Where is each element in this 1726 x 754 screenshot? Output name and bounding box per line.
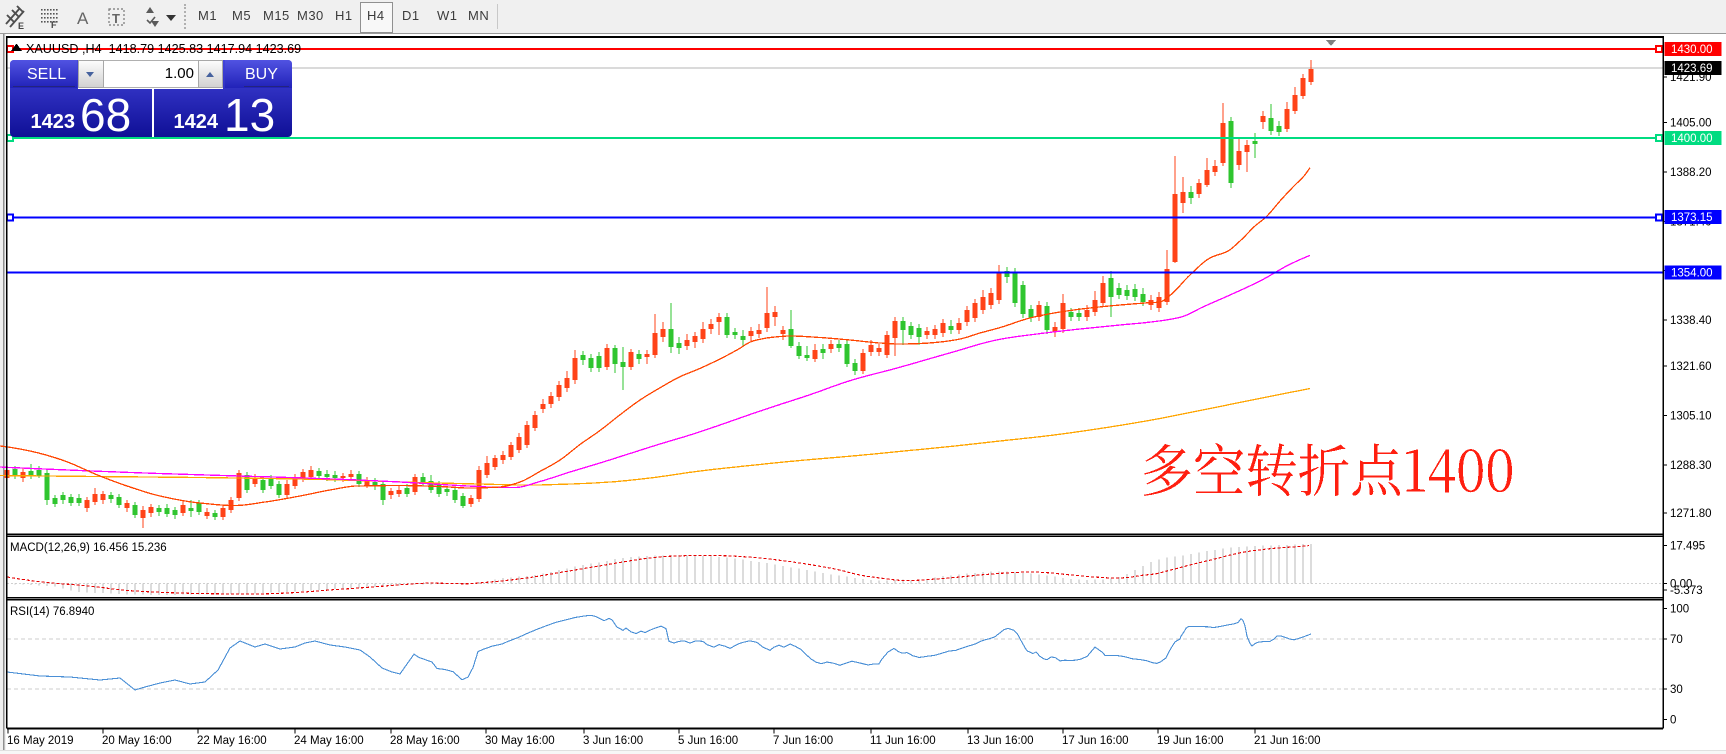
svg-text:1405.00: 1405.00 — [1670, 118, 1712, 130]
svg-text:3 Jun 16:00: 3 Jun 16:00 — [583, 735, 643, 747]
svg-text:17.495: 17.495 — [1670, 541, 1705, 553]
svg-text:24 May 16:00: 24 May 16:00 — [294, 735, 364, 747]
svg-text:1388.20: 1388.20 — [1670, 167, 1712, 179]
svg-text:19 Jun 16:00: 19 Jun 16:00 — [1157, 735, 1224, 747]
svg-text:1400.00: 1400.00 — [1671, 133, 1713, 145]
svg-text:A: A — [77, 9, 89, 28]
svg-text:28 May 16:00: 28 May 16:00 — [390, 735, 460, 747]
svg-text:0.00: 0.00 — [1670, 578, 1692, 590]
svg-text:RSI(14) 76.8940: RSI(14) 76.8940 — [10, 606, 94, 618]
svg-text:17 Jun 16:00: 17 Jun 16:00 — [1062, 735, 1129, 747]
svg-text:5 Jun 16:00: 5 Jun 16:00 — [678, 735, 738, 747]
svg-text:1354.00: 1354.00 — [1671, 268, 1713, 280]
svg-text:100: 100 — [1670, 604, 1689, 616]
svg-text:MACD(12,26,9) 16.456 15.236: MACD(12,26,9) 16.456 15.236 — [10, 542, 167, 554]
svg-text:11 Jun 16:00: 11 Jun 16:00 — [870, 735, 936, 747]
svg-text:1430.00: 1430.00 — [1671, 44, 1713, 56]
svg-text:1271.80: 1271.80 — [1670, 508, 1712, 520]
svg-text:1321.60: 1321.60 — [1670, 361, 1712, 373]
svg-text:E: E — [18, 21, 24, 31]
svg-text:1373.15: 1373.15 — [1671, 212, 1713, 224]
svg-text:-5.373: -5.373 — [1670, 585, 1703, 597]
svg-text:70: 70 — [1670, 634, 1683, 646]
svg-text:XAUUSD ,H4 1418.79 1425.83 14: XAUUSD ,H4 1418.79 1425.83 1417.94 1423.… — [26, 42, 301, 56]
svg-text:F: F — [51, 20, 57, 30]
svg-text:22 May 16:00: 22 May 16:00 — [197, 735, 267, 747]
svg-text:1423.69: 1423.69 — [1671, 63, 1713, 75]
svg-text:T: T — [112, 11, 120, 26]
svg-text:0: 0 — [1670, 715, 1676, 727]
svg-text:1305.10: 1305.10 — [1670, 411, 1712, 423]
svg-text:30: 30 — [1670, 684, 1683, 696]
svg-text:13 Jun 16:00: 13 Jun 16:00 — [967, 735, 1034, 747]
svg-text:1338.40: 1338.40 — [1670, 315, 1712, 327]
svg-text:1288.30: 1288.30 — [1670, 460, 1712, 472]
svg-text:7 Jun 16:00: 7 Jun 16:00 — [773, 735, 833, 747]
svg-text:30 May 16:00: 30 May 16:00 — [485, 735, 555, 747]
svg-text:16 May 2019: 16 May 2019 — [7, 735, 74, 747]
svg-text:21 Jun 16:00: 21 Jun 16:00 — [1254, 735, 1321, 747]
svg-text:20 May 16:00: 20 May 16:00 — [102, 735, 172, 747]
